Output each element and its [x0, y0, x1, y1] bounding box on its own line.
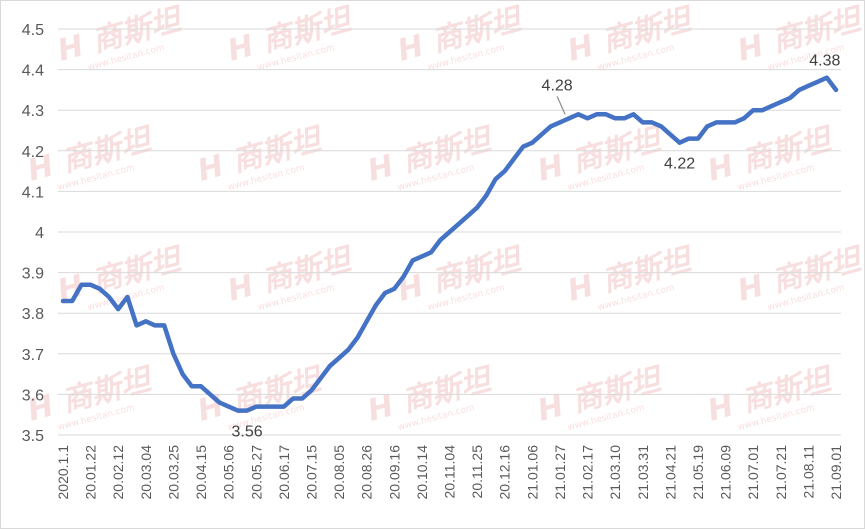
y-tick-label: 4.2 [22, 144, 44, 161]
y-tick-label: 3.5 [22, 428, 44, 445]
y-tick-label: 3.7 [22, 347, 44, 364]
y-axis-tick-labels: 3.5 3.6 3.7 3.8 3.9 4 4.1 4.2 4.3 4.4 4.5 [22, 22, 44, 445]
series-layer [60, 75, 839, 413]
x-tick-label: 20.11.04 [442, 445, 458, 499]
x-tick-label: 20.02.12 [110, 445, 126, 500]
gridlines [58, 28, 841, 436]
x-tick-label: 21.07.21 [773, 445, 789, 500]
y-tick-label: 4.4 [22, 63, 44, 80]
x-tick-label: 20.10.14 [414, 445, 430, 500]
x-tick-label: 20.07.15 [303, 445, 319, 500]
x-tick-label: 21.03.31 [635, 445, 651, 500]
y-tick-label: 4 [35, 225, 44, 242]
y-tick-label: 4.1 [22, 184, 44, 201]
x-tick-label: 21.02.17 [580, 445, 596, 500]
x-tick-label: 21.01.06 [524, 445, 540, 500]
x-tick-label: 20.08.26 [359, 445, 375, 500]
x-tick-label: 21.05.19 [690, 445, 706, 500]
x-tick-label: 21.07.01 [745, 445, 761, 500]
y-tick-label: 3.6 [22, 387, 44, 404]
y-tick-label: 3.8 [22, 306, 44, 323]
x-tick-label: 21.06.09 [718, 445, 734, 500]
annotations: 4.28 4.22 4.38 3.56 [231, 53, 840, 441]
x-tick-label: 20.12.16 [497, 445, 513, 500]
x-tick-label: 20.04.15 [193, 445, 209, 500]
x-tick-label: 20.01.22 [83, 445, 99, 500]
x-tick-label: 21.01.27 [552, 445, 568, 500]
x-axis-tick-labels: 2020.1.1 20.01.22 20.02.12 20.03.04 20.03.25… [55, 445, 844, 500]
x-tick-label: 20.08.05 [331, 445, 347, 500]
x-tick-label: 20.09.16 [386, 445, 402, 500]
data-label: 4.28 [542, 77, 573, 94]
data-label: 4.22 [664, 156, 695, 173]
x-tick-label: 21.04.21 [662, 445, 678, 500]
series-line [60, 75, 839, 413]
x-tick-label: 20.03.04 [138, 445, 154, 500]
x-tick-label: 21.08.11 [800, 445, 816, 499]
x-tick-label: 20.05.27 [248, 445, 264, 500]
x-tick-label: 21.09.01 [828, 445, 844, 500]
annotation-leader [556, 96, 566, 115]
x-tick-label: 21.03.10 [607, 445, 623, 500]
x-tick-label: 20.05.06 [221, 445, 237, 500]
x-tick-label: 20.11.25 [469, 445, 485, 499]
x-tick-label: 20.06.17 [276, 445, 292, 500]
y-tick-label: 4.3 [22, 103, 44, 120]
x-tick-label: 2020.1.1 [55, 445, 71, 500]
data-label: 4.38 [809, 53, 840, 70]
x-tick-label: 20.03.25 [165, 445, 181, 500]
y-tick-label: 4.5 [22, 22, 44, 39]
y-tick-label: 3.9 [22, 266, 44, 283]
data-label: 3.56 [231, 424, 262, 441]
